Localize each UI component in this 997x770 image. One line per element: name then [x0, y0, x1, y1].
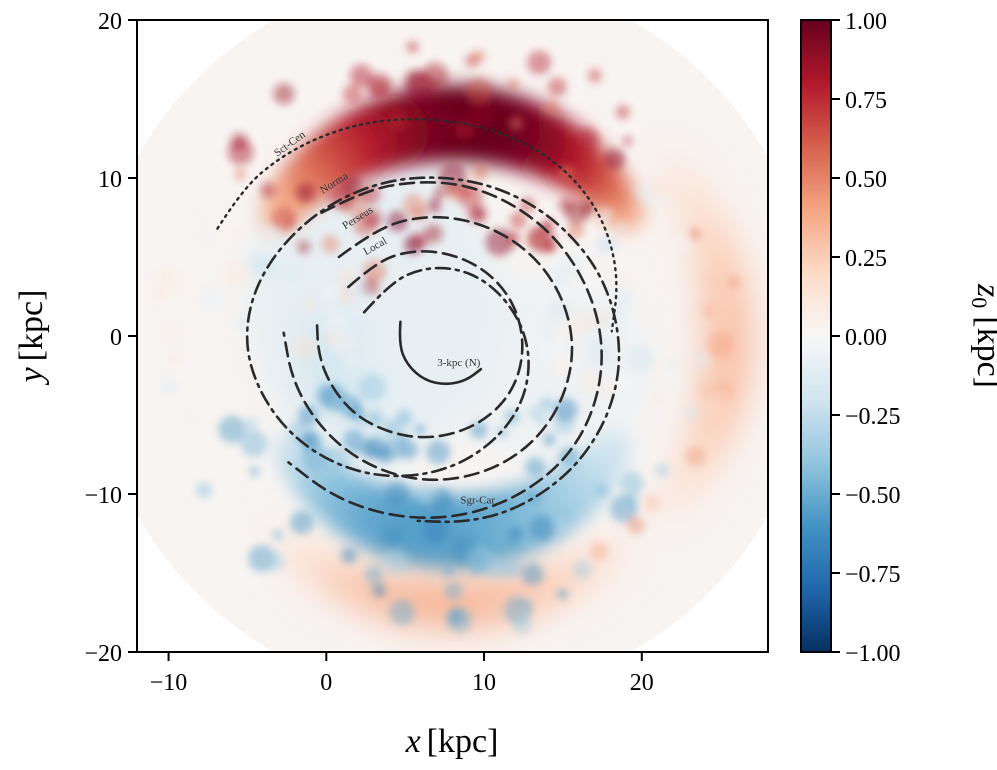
colorbar-tick-label: −0.75 [845, 562, 901, 588]
y-tick-label: −20 [84, 641, 122, 667]
arm-local [315, 250, 524, 439]
colorbar-tick-label: −0.25 [845, 404, 901, 430]
arm-sgr-car [245, 176, 621, 524]
colorbar-tick-label: 0.25 [845, 246, 887, 272]
y-tick-label: 20 [98, 9, 122, 35]
colorbar-tick-label: −1.00 [845, 641, 901, 667]
colorbar: 1.00 0.75 0.50 0.25 0.00 −0.25 −0.50 −0.75 −1.00… [800, 9, 997, 667]
colorbar-tick-label: 0.75 [845, 88, 887, 114]
colorbar-tick-label: 1.00 [845, 9, 887, 35]
arm-sct-cen [216, 117, 618, 333]
arm-3-kpc-n- [398, 320, 483, 386]
colorbar-tick-label: −0.50 [845, 483, 901, 509]
x-tick-label: 10 [472, 670, 496, 696]
colorbar-gradient [801, 20, 831, 652]
arm-label: Sgr-Car [460, 494, 495, 506]
y-tick-label: −10 [84, 483, 122, 509]
arm-norma [287, 181, 603, 519]
y-tick-label: 10 [98, 167, 122, 193]
colorbar-label: z0[kpc] [967, 283, 997, 388]
x-axis: −10 0 10 20 [150, 652, 654, 696]
x-axis-label: x [kpc] [405, 723, 499, 760]
heatmap [137, 20, 768, 652]
heatmap-texture [154, 40, 740, 635]
colorbar-tick-label: 0.00 [845, 325, 887, 351]
y-axis-label: y[kpc] [13, 290, 50, 386]
x-tick-label: 0 [320, 670, 332, 696]
arm-perseus [282, 215, 574, 482]
arm-label: 3-kpc (N) [437, 357, 480, 369]
y-axis: −20 −10 0 10 20 [84, 9, 137, 667]
y-tick-label: 0 [110, 325, 122, 351]
colorbar-ticks: 1.00 0.75 0.50 0.25 0.00 −0.25 −0.50 −0.75 −1.00 [831, 9, 901, 667]
colorbar-tick-label: 0.50 [845, 167, 887, 193]
x-tick-label: −10 [150, 670, 188, 696]
heatmap-ripple [650, 145, 753, 527]
x-tick-label: 20 [630, 670, 654, 696]
